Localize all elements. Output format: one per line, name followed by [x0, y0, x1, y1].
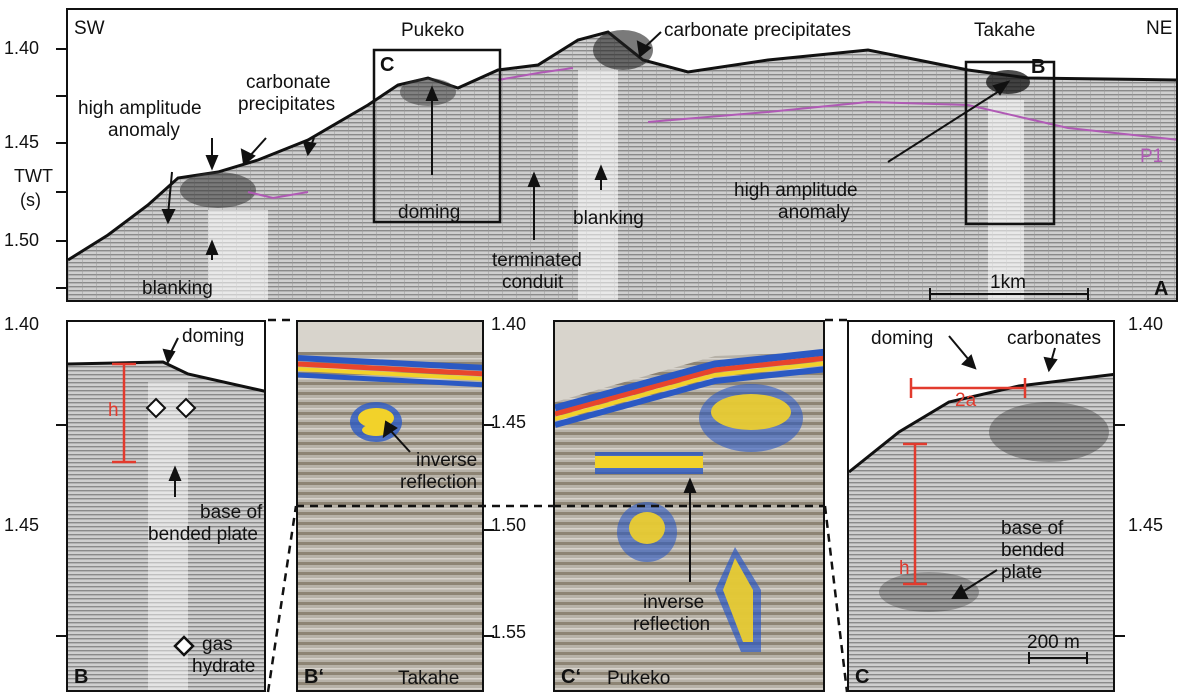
- panel-c-letter: C: [855, 666, 870, 688]
- panel-c-base-3: plate: [1001, 562, 1043, 583]
- anomaly-left: [180, 172, 256, 208]
- anomaly-pukeko: [400, 78, 456, 106]
- panel-b-doming: doming: [182, 326, 245, 347]
- panel-b-legend-2: hydrate: [192, 656, 256, 677]
- panel-b-prime-name: Takahe: [398, 668, 460, 689]
- panel-c-prime-ytick-3: 1.50: [491, 515, 527, 535]
- anomaly-summit: [593, 30, 653, 70]
- panel-c-h-bar: [903, 442, 927, 586]
- panel-c-h-label: h: [899, 558, 910, 579]
- blanking-zone-mid: [578, 70, 618, 300]
- blanking-zone-left: [208, 210, 268, 300]
- panel-a-axis-label-2: (s): [20, 190, 41, 210]
- panel-c-prime-name: Pukeko: [607, 668, 671, 689]
- panel-c-2a-bar: [909, 378, 1027, 398]
- annotation-carb-top: carbonate precipitates: [664, 20, 851, 41]
- panel-a-seismic-profile: SW NE Pukeko Takahe C B P1 high amplitud…: [66, 8, 1178, 302]
- panel-c-prime-seismic: inverse reflection C‘ Pukeko: [553, 320, 825, 692]
- panel-b-base-1: base of: [200, 502, 263, 523]
- annotation-high-amp-left-1: high amplitude: [78, 98, 202, 119]
- panel-c-scale-bar: [1028, 652, 1088, 664]
- panel-c-ytick-1: 1.40: [1128, 314, 1164, 334]
- panel-c-prime-letter: C‘: [561, 666, 581, 688]
- panel-c-base-2: bended: [1001, 540, 1065, 561]
- box-c-outline: [372, 48, 502, 224]
- panel-b-graphic: [68, 337, 264, 690]
- site-label-pukeko: Pukeko: [401, 20, 465, 41]
- panel-c-prime-graphic: [555, 322, 823, 690]
- reflector-p1-left: [247, 191, 309, 200]
- panel-c-zoom: doming carbonates 2a h base of bended pl…: [847, 320, 1115, 692]
- annotation-terminated-1: terminated: [492, 250, 582, 271]
- panel-c-prime-ann-2: reflection: [633, 614, 711, 635]
- panel-b-prime-ann-1: inverse: [416, 450, 478, 471]
- panel-a-letter: A: [1154, 278, 1169, 300]
- panel-b-legend-1: gas: [202, 634, 233, 655]
- panel-c-prime-ytick-1: 1.40: [491, 314, 527, 334]
- annotation-high-amp-right-2: anomaly: [778, 202, 850, 223]
- annotation-high-amp-right-1: high amplitude: [734, 180, 858, 201]
- panel-c-carbonates: carbonates: [1007, 328, 1102, 349]
- panel-a-graphic: [68, 30, 1176, 300]
- annotation-carb-left-2: precipitates: [238, 94, 336, 115]
- corner-label-sw: SW: [74, 18, 105, 39]
- scale-label-1km: 1km: [990, 272, 1026, 293]
- panel-c-prime-ann-1: inverse: [643, 592, 705, 613]
- panel-c-2a-label: 2a: [955, 390, 977, 411]
- panel-a-ytick-2: 1.45: [4, 132, 40, 152]
- panel-b-h-label: h: [108, 400, 119, 421]
- gas-hydrate-legend-marker: [173, 635, 195, 657]
- panel-b-zoom: doming h base of bended plate gas hydrat…: [66, 320, 266, 692]
- panel-c-scale-label: 200 m: [1027, 632, 1080, 653]
- panel-c-graphic: [849, 335, 1113, 690]
- panel-a-arrows: [161, 31, 1011, 260]
- panel-b-prime-seismic: inverse reflection B‘ Takahe: [296, 320, 484, 692]
- panel-a-ytick-3: 1.50: [4, 230, 40, 250]
- panel-a-axis-label-1: TWT: [14, 166, 53, 186]
- panel-b-prime-letter: B‘: [304, 666, 324, 688]
- panel-c-doming: doming: [871, 328, 934, 349]
- panel-b-base-2: bended plate: [148, 524, 258, 545]
- panel-a-ytick-1: 1.40: [4, 38, 40, 58]
- panel-b-prime-ann-2: reflection: [400, 472, 478, 493]
- panel-b-prime-graphic: [298, 322, 482, 690]
- panel-c-prime-anomalies: [595, 384, 803, 652]
- annotation-blanking-mid: blanking: [573, 208, 644, 229]
- panel-a-scale-bar: [929, 288, 1089, 300]
- reflector-p1-right: [647, 100, 1176, 141]
- reflector-p1-label: P1: [1140, 146, 1164, 167]
- annotation-doming: doming: [398, 202, 461, 223]
- site-label-takahe: Takahe: [974, 20, 1036, 41]
- annotation-carb-left-1: carbonate: [246, 72, 331, 93]
- panel-b-ytick-1: 1.40: [4, 314, 40, 334]
- annotation-terminated-2: conduit: [502, 272, 564, 293]
- box-c-letter: C: [380, 54, 395, 76]
- panel-b-ytick-2: 1.45: [4, 515, 40, 535]
- gas-hydrate-markers: [145, 397, 197, 419]
- blanking-zone-takahe: [988, 100, 1024, 300]
- panel-c-prime-ytick-2: 1.45: [491, 412, 527, 432]
- panel-c-ytick-2: 1.45: [1128, 515, 1164, 535]
- panel-c-prime-ytick-4: 1.55: [491, 622, 527, 642]
- panel-b-letter: B: [74, 666, 89, 688]
- reflector-p1-mid: [497, 67, 574, 81]
- corner-label-ne: NE: [1146, 18, 1173, 39]
- annotation-high-amp-left-2: anomaly: [108, 120, 180, 141]
- panel-c-base-1: base of: [1001, 518, 1064, 539]
- annotation-blanking-left: blanking: [142, 278, 213, 299]
- panel-b-h-bar: [112, 362, 136, 464]
- subsurface-traces: [68, 32, 1176, 300]
- box-b-letter: B: [1031, 56, 1046, 78]
- box-b-outline: [964, 60, 1056, 226]
